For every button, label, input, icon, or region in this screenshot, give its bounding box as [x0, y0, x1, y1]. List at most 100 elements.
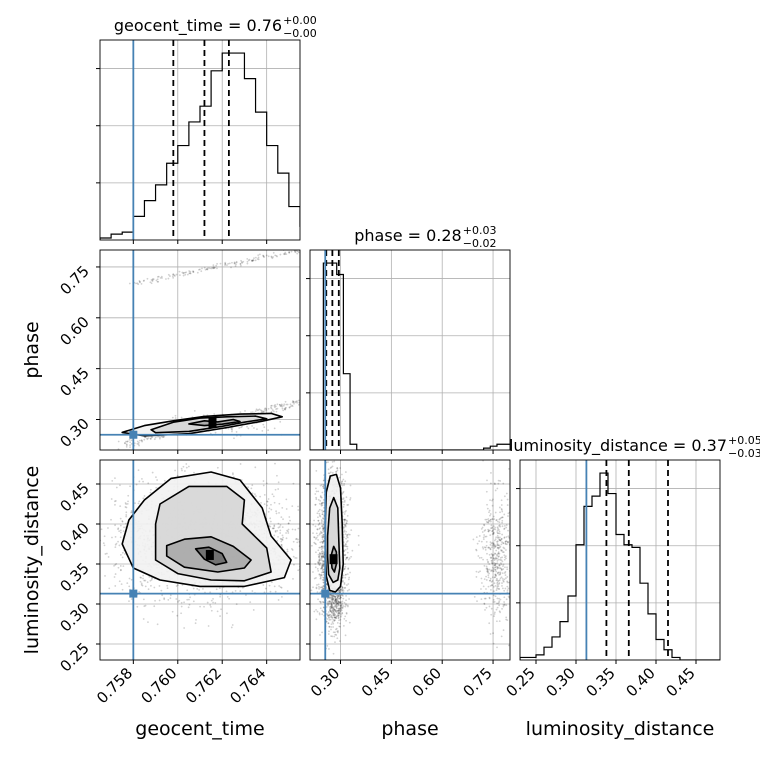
sample-point: [174, 470, 176, 472]
sample-point: [244, 410, 246, 412]
sample-point: [281, 507, 283, 509]
sample-point: [179, 274, 181, 276]
sample-point: [316, 584, 318, 586]
sample-point: [293, 483, 295, 485]
sample-point: [138, 445, 140, 447]
sample-point: [330, 629, 332, 631]
sample-point: [345, 620, 347, 622]
sample-point: [251, 590, 253, 592]
sample-point: [317, 568, 319, 570]
sample-point: [122, 565, 124, 567]
sample-point: [246, 426, 248, 428]
y-tick-label: 0.30: [56, 415, 92, 451]
sample-point: [232, 624, 234, 626]
sample-point: [321, 557, 323, 559]
sample-point: [275, 510, 277, 512]
sample-point: [275, 408, 277, 410]
sample-point: [127, 503, 129, 505]
sample-point: [327, 461, 329, 463]
sample-point: [198, 589, 200, 591]
sample-point: [125, 514, 127, 516]
sample-point: [320, 547, 322, 549]
sample-point: [128, 585, 130, 587]
sample-point: [272, 493, 274, 495]
sample-point: [341, 474, 343, 476]
sample-point: [344, 513, 346, 515]
sample-point: [296, 538, 298, 540]
x-tick-label: 0.25: [502, 664, 538, 700]
sample-point: [131, 439, 133, 441]
sample-point: [319, 509, 321, 511]
sample-point: [268, 255, 270, 257]
sample-point: [317, 570, 319, 572]
sample-point: [348, 589, 350, 591]
sample-point: [318, 510, 320, 512]
sample-point: [318, 524, 320, 526]
sample-point: [266, 255, 268, 257]
y-tick-label: 0.45: [56, 364, 92, 400]
sample-point: [241, 426, 243, 428]
sample-point: [147, 438, 149, 440]
sample-point: [350, 567, 352, 569]
sample-point: [323, 579, 325, 581]
sample-point: [276, 513, 278, 515]
sample-point: [212, 264, 214, 266]
y-tick-label: 0.45: [56, 479, 92, 515]
sample-point: [170, 594, 172, 596]
sample-point: [150, 492, 152, 494]
hist-panel-luminosity_distance: luminosity_distance = 0.37+0.05−0.030.25…: [502, 434, 760, 740]
sample-point: [312, 571, 314, 573]
sample-point: [94, 530, 96, 532]
hist-panel-phase: phase = 0.28+0.03−0.02: [306, 224, 510, 454]
sample-point: [182, 272, 184, 274]
sample-point: [296, 557, 298, 559]
sample-point: [227, 263, 229, 265]
sample-point: [260, 409, 262, 411]
sample-point: [131, 598, 133, 600]
sample-point: [278, 585, 280, 587]
sample-point: [269, 517, 271, 519]
sample-point: [180, 612, 182, 614]
sample-point: [321, 548, 323, 550]
sample-point: [330, 467, 332, 469]
sample-point: [256, 428, 258, 430]
sample-point: [313, 520, 315, 522]
sample-point: [238, 427, 240, 429]
sample-point: [345, 634, 347, 636]
sample-point: [150, 436, 152, 438]
sample-point: [53, 480, 55, 482]
sample-point: [288, 523, 290, 525]
sample-point: [311, 545, 313, 547]
sample-point: [111, 537, 113, 539]
sample-point: [216, 263, 218, 265]
sample-point: [350, 556, 352, 558]
sample-point: [150, 438, 152, 440]
sample-point: [111, 498, 113, 500]
sample-point: [177, 475, 179, 477]
sample-point: [316, 532, 318, 534]
sample-point: [319, 563, 321, 565]
sample-point: [143, 280, 145, 282]
sample-point: [181, 417, 183, 419]
sample-point: [127, 440, 129, 442]
sample-point: [308, 549, 310, 551]
sample-point: [321, 610, 323, 612]
sample-point: [138, 442, 140, 444]
sample-point: [345, 549, 347, 551]
sample-point: [194, 410, 196, 412]
sample-point: [114, 546, 116, 548]
sample-point: [332, 453, 334, 455]
sample-point: [288, 516, 290, 518]
sample-point: [263, 426, 265, 428]
sample-point: [339, 467, 341, 469]
sample-point: [282, 537, 284, 539]
sample-point: [250, 411, 252, 413]
sample-point: [219, 615, 221, 617]
sample-point: [276, 255, 278, 257]
sample-point: [246, 258, 248, 260]
sample-point: [184, 470, 186, 472]
sample-point: [267, 501, 269, 503]
sample-point: [317, 539, 319, 541]
sample-point: [120, 569, 122, 571]
